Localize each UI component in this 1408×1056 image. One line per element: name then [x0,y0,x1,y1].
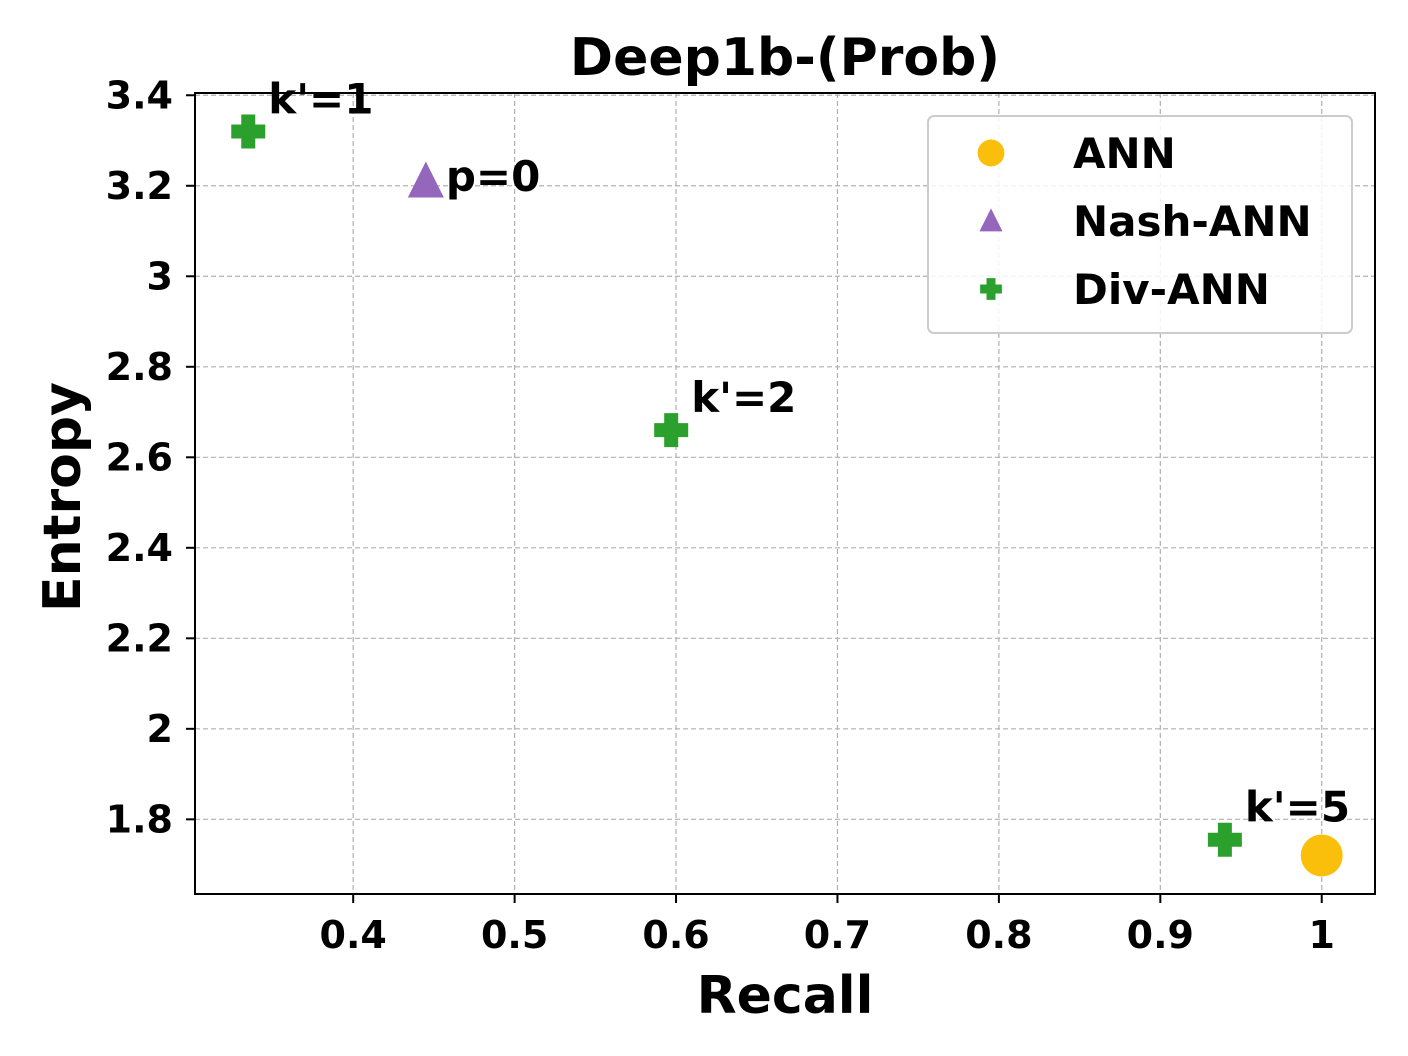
x-tick-label: 0.5 [481,913,548,957]
legend-label: ANN [1073,129,1176,178]
data-point-plus [231,114,266,149]
y-tick-label: 1.8 [106,797,173,841]
x-tick-label: 0.9 [1127,913,1194,957]
y-tick-label: 2.2 [106,616,173,660]
x-tick-label: 0.6 [642,913,709,957]
x-tick-label: 0.7 [804,913,871,957]
legend-label: Nash-ANN [1073,197,1312,246]
x-axis: 0.4 0.5 0.6 0.7 0.8 0.9 1 [320,894,1335,957]
legend: ANN Nash-ANN Div-ANN [927,115,1353,334]
data-point-plus [1207,822,1242,857]
y-tick-label: 3.2 [106,164,173,208]
x-axis-label: Recall [697,966,874,1026]
y-tick-label: 3.4 [106,73,173,117]
legend-marker-circle [977,139,1005,167]
point-annotation: k'=5 [1245,783,1350,832]
x-tick-label: 0.8 [965,913,1032,957]
point-annotation: k'=1 [268,74,373,123]
x-tick-label: 1 [1309,913,1335,957]
y-tick-label: 3 [147,254,173,298]
y-axis: 1.8 2 2.2 2.4 2.6 2.8 3 3.2 3.4 [106,73,195,841]
data-point-circle [1300,834,1343,877]
data-points: p=0 k'=1 k'=2 k'=5 [231,74,1350,877]
y-tick-label: 2 [147,707,173,751]
point-annotation: p=0 [446,152,540,201]
plot-area [194,92,1376,895]
legend-marker-triangle [979,208,1003,232]
x-tick-label: 0.4 [320,913,387,957]
point-annotation: k'=2 [691,373,796,422]
data-point-triangle [407,161,444,198]
legend-box [927,115,1353,334]
grid [195,93,1375,894]
y-tick-label: 2.4 [106,526,173,570]
data-point-plus [654,413,689,448]
legend-label: Div-ANN [1073,265,1270,314]
y-tick-label: 2.6 [106,435,173,479]
chart-title: Deep1b-(Prob) [570,28,1000,88]
legend-marker-plus [980,278,1002,300]
y-tick-label: 2.8 [106,345,173,389]
y-axis-label: Entropy [33,382,93,612]
